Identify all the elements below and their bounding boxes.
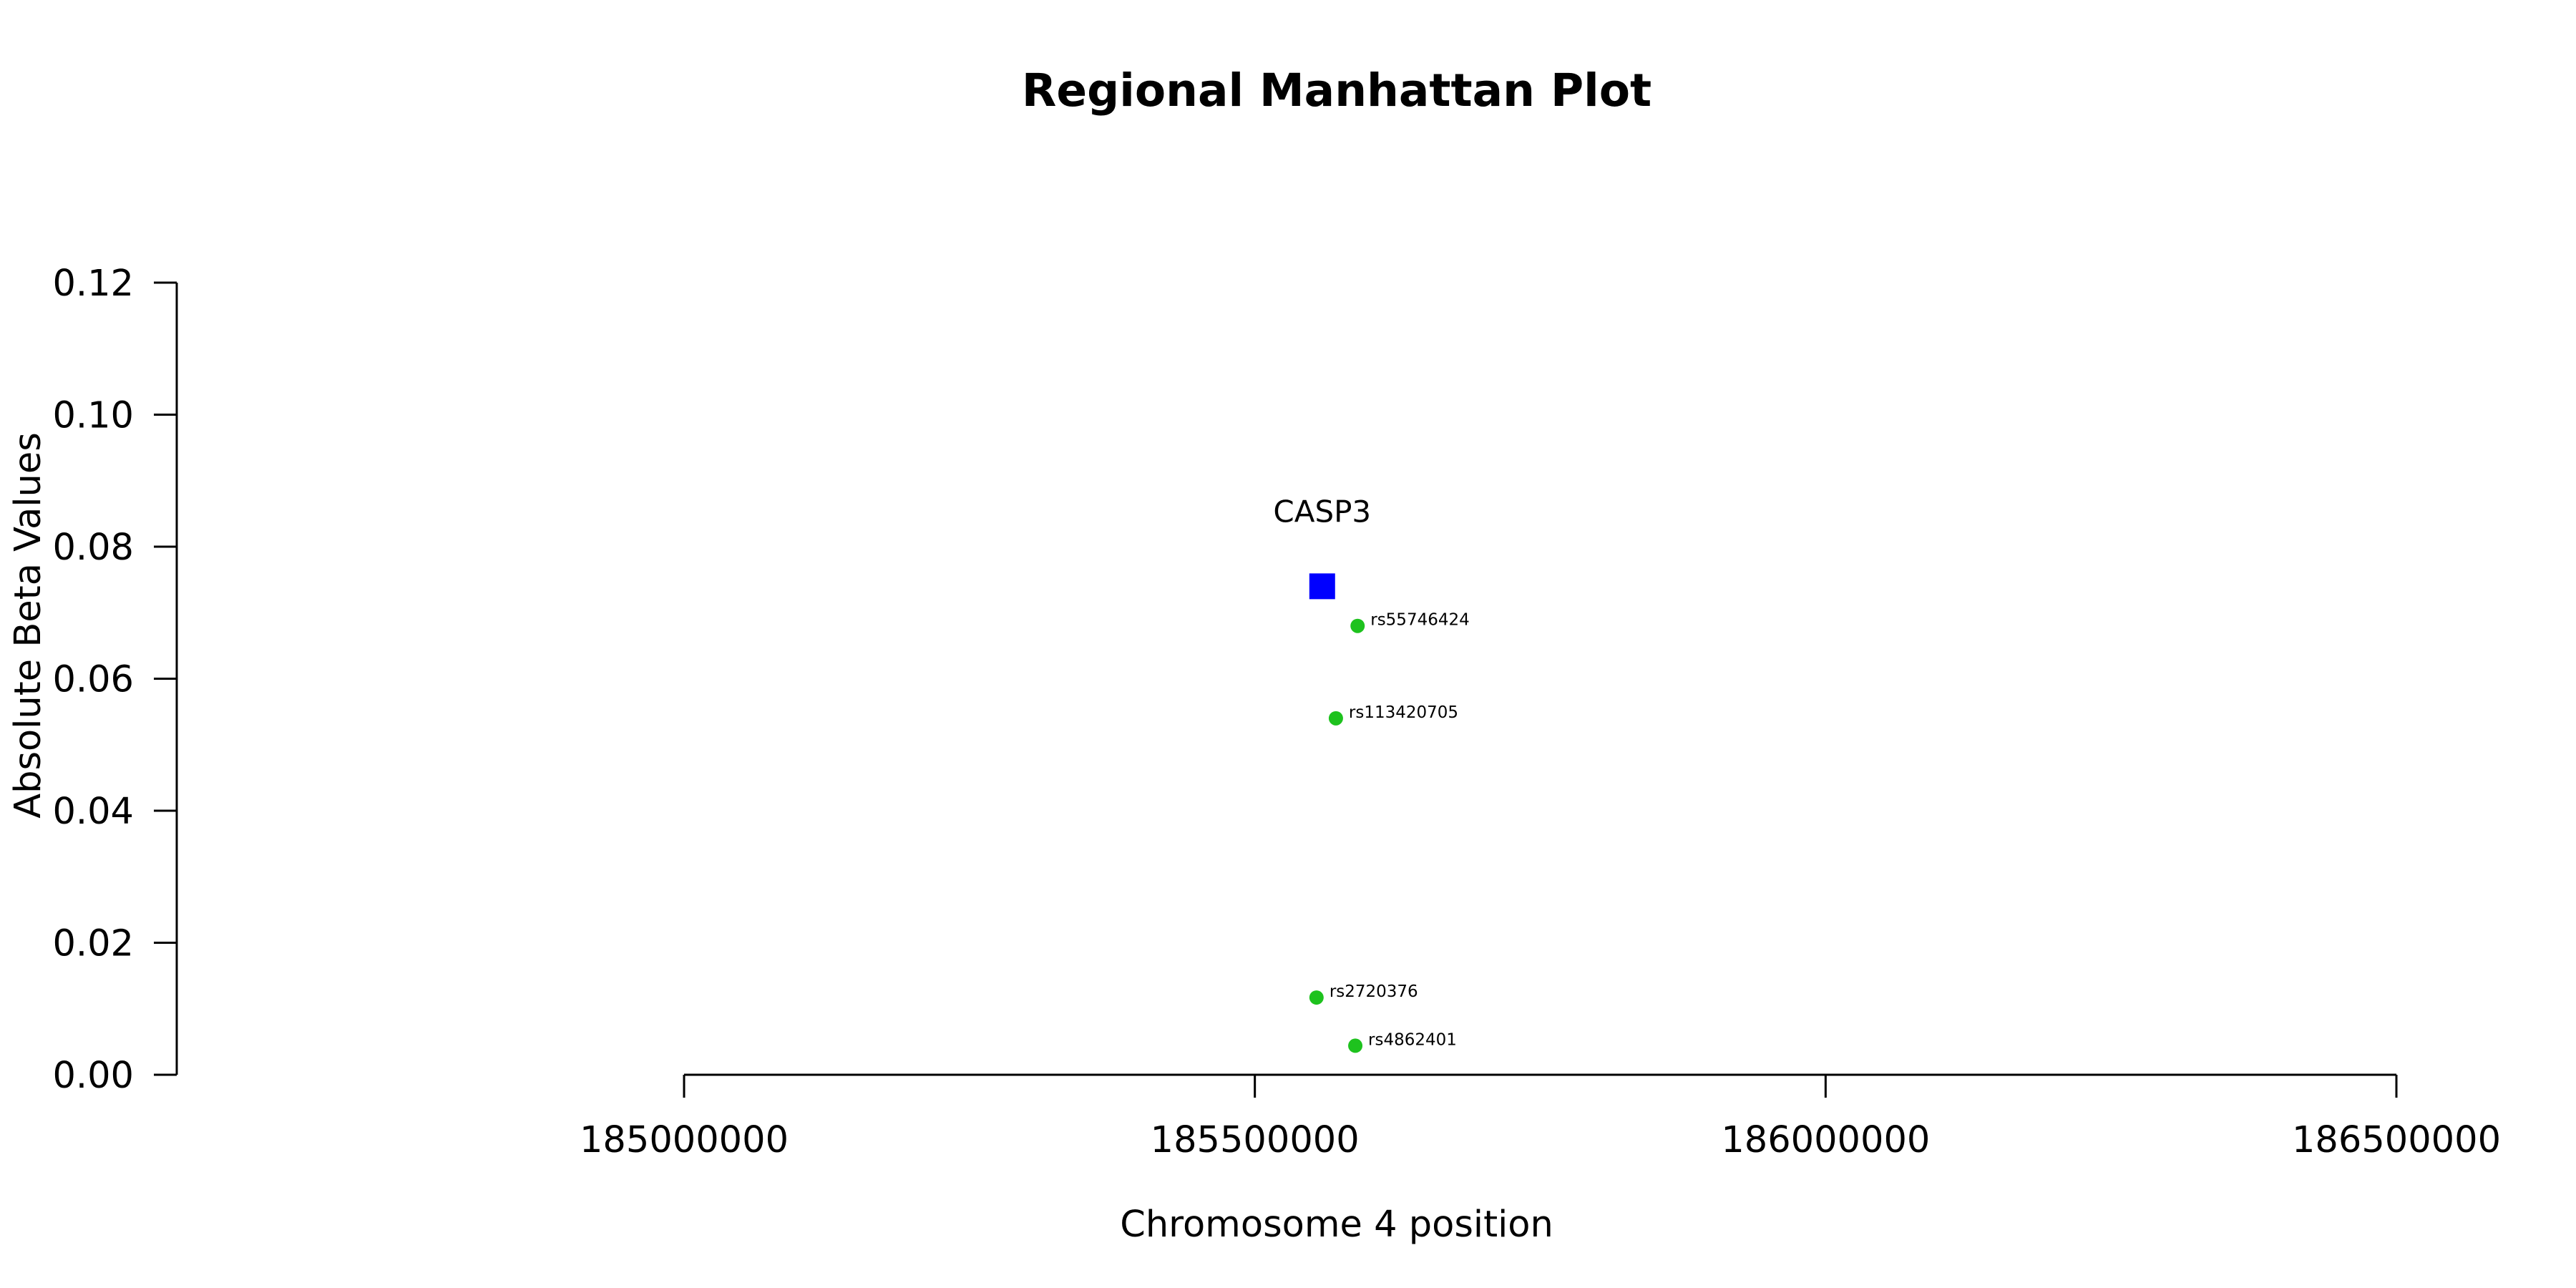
snp-label: rs113420705	[1349, 703, 1458, 722]
x-tick-label: 185000000	[580, 1119, 789, 1161]
y-tick-label: 0.08	[52, 527, 134, 569]
x-axis-label: Chromosome 4 position	[1120, 1204, 1553, 1246]
snp-point	[1328, 711, 1343, 726]
x-tick-label: 185500000	[1151, 1119, 1360, 1161]
chart-title: Regional Manhattan Plot	[1022, 64, 1652, 117]
x-tick-label: 186500000	[2292, 1119, 2501, 1161]
y-tick-label: 0.10	[52, 395, 134, 437]
snp-label: rs4862401	[1368, 1030, 1457, 1049]
y-tick-label: 0.12	[52, 263, 134, 305]
snp-points: rs55746424 rs113420705 rs2720376 rs4862401	[1309, 611, 1470, 1053]
snp-point	[1309, 990, 1324, 1005]
snp-label: rs2720376	[1330, 982, 1418, 1001]
y-tick-label: 0.04	[52, 791, 134, 833]
y-tick-label: 0.00	[52, 1055, 134, 1097]
snp-label: rs55746424	[1370, 611, 1470, 630]
gene-marker	[1309, 573, 1335, 600]
snp-point	[1350, 618, 1365, 633]
x-axis: 185000000 185500000 186000000 186500000	[580, 1073, 2501, 1161]
y-tick-label: 0.06	[52, 659, 134, 701]
y-tick-label: 0.02	[52, 923, 134, 965]
y-axis-label: Absolute Beta Values	[7, 432, 49, 819]
y-axis: 0.00 0.02 0.04 0.06 0.08 0.10 0.12	[52, 263, 178, 1097]
gene-markers: CASP3	[1273, 494, 1371, 600]
gene-label: CASP3	[1273, 494, 1371, 529]
x-tick-label: 186000000	[1721, 1119, 1930, 1161]
snp-point	[1348, 1038, 1363, 1053]
